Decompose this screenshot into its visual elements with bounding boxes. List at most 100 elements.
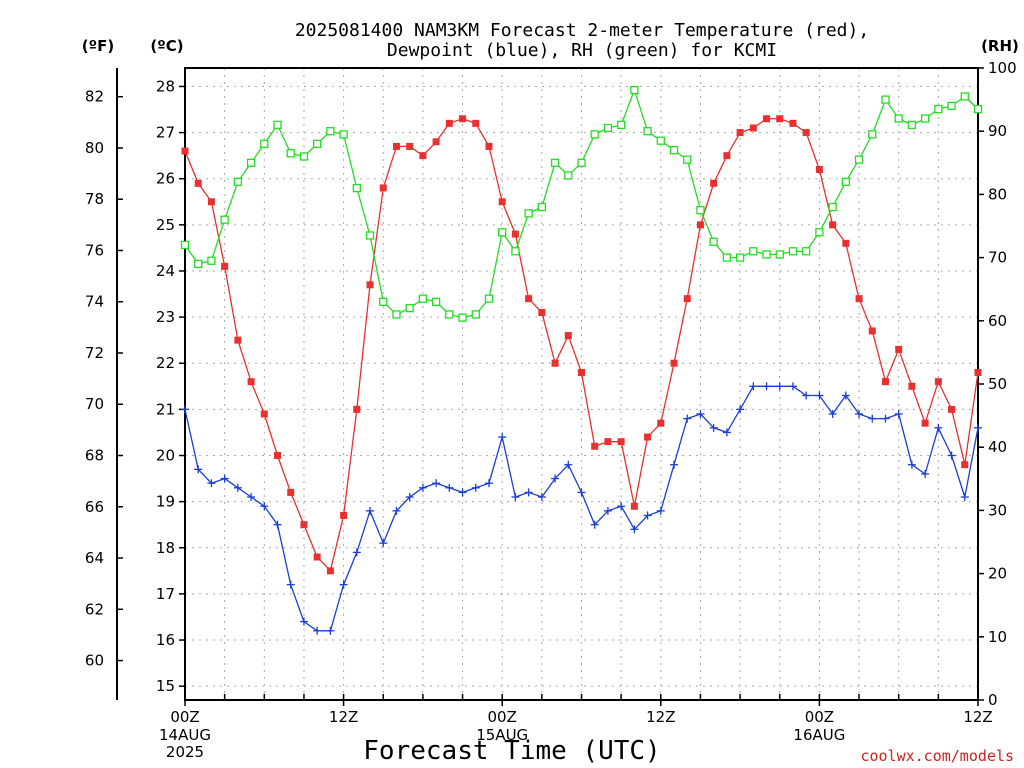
dewpoint-point <box>709 423 718 432</box>
temperature-point <box>881 378 889 386</box>
rh-point <box>643 127 652 136</box>
temperature-point <box>234 336 242 344</box>
temperature-point <box>194 179 202 187</box>
dewpoint-point <box>511 493 520 502</box>
celsius-tick-label: 22 <box>156 354 175 372</box>
dewpoint-point <box>894 409 903 418</box>
temperature-point <box>379 184 387 192</box>
celsius-tick-label: 19 <box>156 493 175 511</box>
dewpoint-point <box>405 493 414 502</box>
rh-point <box>894 114 903 123</box>
rh-point <box>735 253 745 262</box>
dewpoint-point <box>207 479 216 488</box>
rh-tick-label: 20 <box>988 565 1007 583</box>
rh-point <box>749 247 758 256</box>
fahrenheit-unit-label: (ºF) <box>82 37 114 55</box>
temperature-point <box>498 198 506 206</box>
rh-point <box>947 101 956 111</box>
rh-point <box>207 256 216 265</box>
x-tick-date-label: 15AUG <box>476 726 528 744</box>
dewpoint-point <box>947 451 956 460</box>
rh-tick-label: 40 <box>988 438 1007 456</box>
fahrenheit-tick-label: 62 <box>85 600 104 618</box>
dewpoint-point <box>273 520 282 529</box>
dewpoint-point <box>670 460 679 469</box>
celsius-tick-label: 24 <box>156 262 175 280</box>
rh-point <box>762 250 771 259</box>
rh-tick-label: 50 <box>988 375 1007 393</box>
celsius-tick-label: 27 <box>156 124 175 142</box>
celsius-tick-label: 20 <box>156 447 175 465</box>
rh-point <box>590 130 599 139</box>
temperature-point <box>723 152 731 160</box>
rh-point <box>233 177 243 186</box>
temperature-point <box>961 461 969 469</box>
rh-point <box>775 250 784 259</box>
rh-point <box>656 136 665 145</box>
dewpoint-point <box>656 506 665 515</box>
dewpoint-point <box>537 493 546 502</box>
rh-tick-label: 0 <box>988 691 998 709</box>
temperature-point <box>459 115 467 123</box>
dewpoint-point <box>577 488 586 497</box>
temperature-point <box>525 295 533 303</box>
rh-point <box>973 104 983 114</box>
celsius-tick-label: 15 <box>156 677 175 695</box>
rh-point <box>471 310 480 319</box>
rh-tick-label: 70 <box>988 249 1007 267</box>
fahrenheit-tick-label: 64 <box>85 549 104 567</box>
x-axis-label: Forecast Time (UTC) <box>363 736 660 766</box>
temperature-point <box>829 221 837 229</box>
temperature-point <box>604 438 612 446</box>
rh-point <box>854 155 864 164</box>
dewpoint-point <box>260 502 269 511</box>
dewpoint-point <box>722 428 731 437</box>
fahrenheit-tick-label: 66 <box>85 498 104 516</box>
dewpoint-point <box>220 474 229 483</box>
dewpoint-point <box>524 488 533 497</box>
x-tick-label: 00Z <box>170 708 199 726</box>
x-tick-date-label: 16AUG <box>793 726 845 744</box>
dewpoint-point <box>788 382 797 391</box>
rh-point <box>286 149 295 158</box>
celsius-tick-label: 28 <box>156 77 175 95</box>
rh-point <box>577 158 586 167</box>
rh-point <box>220 215 229 224</box>
rh-point <box>603 123 613 133</box>
temperature-point <box>842 239 850 247</box>
rh-point <box>365 231 375 240</box>
dewpoint-point <box>392 506 401 515</box>
dewpoint-point <box>855 409 864 418</box>
rh-point <box>194 259 203 269</box>
rh-point <box>815 228 824 237</box>
rh-point <box>484 294 494 303</box>
rh-point <box>722 253 732 262</box>
dewpoint-point <box>590 520 599 529</box>
rh-point <box>246 158 256 167</box>
x-tick-label: 12Z <box>646 708 675 726</box>
temperature-point <box>683 295 691 303</box>
rh-tick-label: 60 <box>988 312 1007 330</box>
temperature-point <box>564 332 572 340</box>
rh-point <box>313 139 322 148</box>
fahrenheit-tick-label: 80 <box>85 139 104 157</box>
temperature-point <box>763 115 771 123</box>
dewpoint-point <box>802 391 811 400</box>
dewpoint-point <box>458 488 467 497</box>
rh-point <box>617 120 626 130</box>
celsius-tick-label: 23 <box>156 308 175 326</box>
chart-subtitle: Dewpoint (blue), RH (green) for KCMI <box>387 40 777 61</box>
celsius-tick-label: 25 <box>156 216 175 234</box>
temperature-point <box>855 295 863 303</box>
dewpoint-point <box>432 479 441 488</box>
chart-title: 2025081400 NAM3KM Forecast 2-meter Tempe… <box>295 20 869 41</box>
dewpoint-point <box>907 460 916 469</box>
temperature-point <box>670 359 678 367</box>
celsius-tick-label: 17 <box>156 585 175 603</box>
temperature-point <box>287 488 295 496</box>
temperature-point <box>974 368 982 376</box>
rh-point <box>260 139 269 148</box>
credit-text: coolwx.com/models <box>860 747 1014 765</box>
dewpoint-point <box>775 382 784 391</box>
